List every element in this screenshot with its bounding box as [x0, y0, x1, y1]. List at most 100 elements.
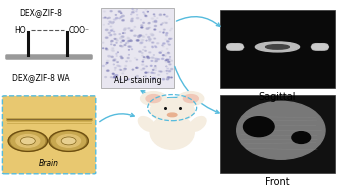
Circle shape [124, 28, 127, 29]
Circle shape [111, 56, 113, 57]
Circle shape [121, 57, 123, 59]
Circle shape [117, 65, 119, 66]
Circle shape [115, 67, 116, 68]
Circle shape [142, 40, 144, 41]
Circle shape [8, 130, 47, 151]
Circle shape [141, 25, 143, 26]
Circle shape [122, 70, 125, 71]
Circle shape [111, 49, 113, 50]
Circle shape [160, 14, 161, 15]
Circle shape [110, 11, 112, 12]
Circle shape [145, 76, 146, 77]
Circle shape [122, 40, 124, 41]
Circle shape [142, 61, 144, 62]
Circle shape [134, 35, 136, 36]
Circle shape [150, 65, 152, 66]
Circle shape [141, 27, 143, 28]
Circle shape [159, 14, 162, 15]
Circle shape [167, 78, 168, 79]
Circle shape [116, 40, 118, 41]
Text: Sagittal: Sagittal [259, 92, 296, 102]
Circle shape [109, 35, 112, 36]
Circle shape [136, 17, 139, 19]
Circle shape [166, 16, 168, 17]
Circle shape [122, 15, 124, 17]
Circle shape [163, 43, 165, 44]
Circle shape [155, 60, 157, 62]
Circle shape [142, 64, 144, 65]
Circle shape [146, 66, 147, 67]
Circle shape [155, 47, 157, 48]
Circle shape [51, 132, 86, 150]
Circle shape [165, 22, 167, 23]
Circle shape [143, 36, 145, 37]
Circle shape [151, 18, 154, 19]
Circle shape [128, 28, 130, 29]
Circle shape [108, 32, 110, 33]
Circle shape [162, 79, 165, 80]
Circle shape [151, 60, 153, 61]
Circle shape [153, 38, 155, 39]
Circle shape [170, 68, 173, 70]
Circle shape [165, 55, 166, 56]
Circle shape [106, 62, 108, 63]
Circle shape [136, 67, 138, 68]
Circle shape [178, 92, 204, 105]
Circle shape [109, 21, 111, 22]
Circle shape [171, 77, 172, 78]
Circle shape [20, 137, 35, 145]
Circle shape [161, 24, 162, 25]
Circle shape [132, 69, 134, 70]
Circle shape [140, 42, 143, 43]
Circle shape [16, 135, 40, 147]
Circle shape [103, 11, 105, 12]
Circle shape [129, 46, 132, 47]
Ellipse shape [237, 101, 325, 159]
Circle shape [123, 29, 126, 30]
Circle shape [136, 11, 137, 12]
Circle shape [154, 20, 157, 22]
Circle shape [169, 59, 170, 60]
Circle shape [150, 99, 194, 122]
Circle shape [136, 40, 139, 41]
Circle shape [166, 79, 169, 80]
Circle shape [125, 39, 126, 40]
Circle shape [146, 94, 161, 103]
Circle shape [114, 19, 116, 20]
Circle shape [159, 71, 160, 72]
Circle shape [113, 77, 115, 78]
Circle shape [113, 59, 116, 60]
Circle shape [145, 15, 147, 17]
Circle shape [171, 60, 173, 61]
Circle shape [113, 48, 114, 49]
Ellipse shape [227, 44, 243, 50]
Circle shape [154, 67, 157, 68]
Circle shape [105, 49, 107, 50]
Circle shape [164, 71, 165, 72]
FancyBboxPatch shape [220, 95, 335, 173]
Circle shape [166, 73, 168, 74]
Circle shape [105, 77, 106, 78]
Ellipse shape [312, 44, 328, 50]
Circle shape [145, 50, 146, 51]
Circle shape [166, 35, 167, 36]
Circle shape [110, 30, 113, 31]
Circle shape [167, 77, 170, 78]
Circle shape [111, 40, 113, 42]
Circle shape [154, 77, 155, 78]
Circle shape [153, 73, 155, 74]
Circle shape [116, 75, 118, 76]
Circle shape [154, 38, 155, 39]
Circle shape [130, 60, 131, 62]
Circle shape [122, 20, 124, 21]
FancyBboxPatch shape [101, 8, 174, 88]
Circle shape [136, 59, 137, 60]
Circle shape [153, 21, 154, 22]
Circle shape [131, 20, 133, 22]
Circle shape [148, 72, 149, 73]
Circle shape [114, 45, 115, 46]
Circle shape [143, 68, 145, 69]
Circle shape [134, 26, 136, 27]
Circle shape [138, 36, 140, 38]
Circle shape [11, 132, 45, 150]
